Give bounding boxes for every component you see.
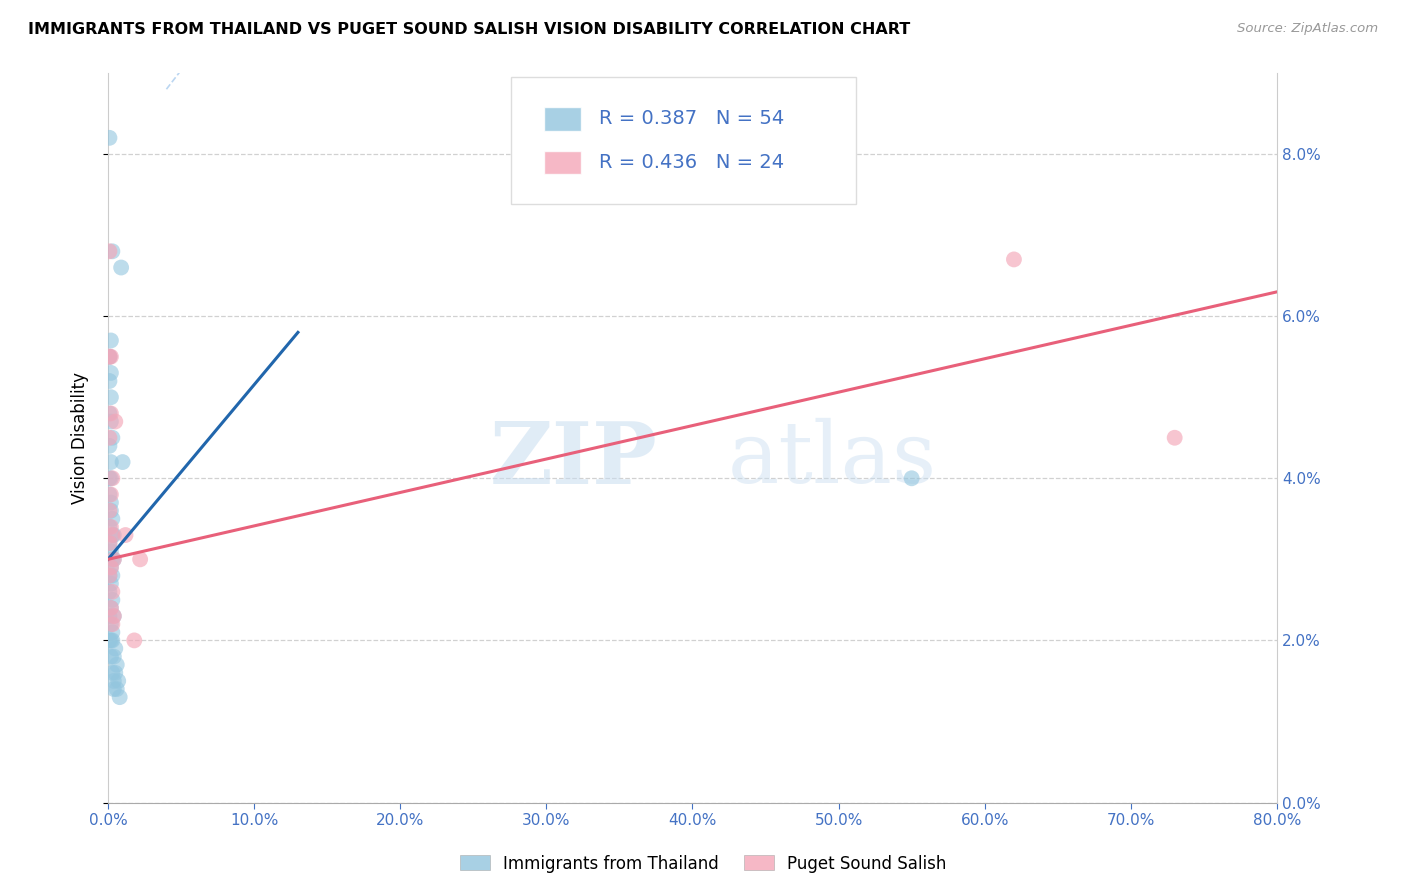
Point	[98, 536, 121, 550]
Point	[104, 665, 127, 680]
Point	[111, 455, 134, 469]
Point	[1163, 431, 1185, 445]
Point	[101, 471, 124, 485]
Point	[900, 471, 922, 485]
Point	[101, 625, 124, 640]
Point	[100, 617, 122, 632]
Point	[100, 495, 122, 509]
Point	[98, 431, 121, 445]
Point	[100, 560, 122, 574]
Point	[98, 568, 121, 582]
Point	[98, 374, 121, 388]
Point	[98, 568, 121, 582]
Point	[101, 244, 124, 259]
Point	[1002, 252, 1025, 267]
Legend: Immigrants from Thailand, Puget Sound Salish: Immigrants from Thailand, Puget Sound Sa…	[453, 848, 953, 880]
Point	[101, 568, 124, 582]
Point	[100, 406, 122, 420]
Point	[98, 350, 121, 364]
Point	[104, 641, 127, 656]
Text: atlas: atlas	[727, 418, 936, 501]
Point	[98, 487, 121, 501]
Point	[101, 528, 124, 542]
Point	[100, 504, 122, 518]
Point	[101, 665, 124, 680]
Point	[103, 681, 125, 696]
Point	[103, 609, 125, 624]
Point	[105, 681, 128, 696]
Point	[103, 528, 125, 542]
Point	[98, 471, 121, 485]
Point	[98, 504, 121, 518]
Point	[98, 536, 121, 550]
Point	[124, 633, 146, 648]
Point	[108, 690, 131, 705]
Point	[98, 633, 121, 648]
Point	[110, 260, 132, 275]
Point	[103, 552, 125, 566]
Point	[98, 609, 121, 624]
Point	[105, 657, 128, 672]
Text: R = 0.436   N = 24: R = 0.436 N = 24	[599, 153, 785, 172]
Point	[101, 512, 124, 526]
Point	[101, 617, 124, 632]
Point	[98, 350, 121, 364]
Point	[104, 415, 127, 429]
Point	[101, 552, 124, 566]
Point	[100, 471, 122, 485]
Text: Source: ZipAtlas.com: Source: ZipAtlas.com	[1237, 22, 1378, 36]
Text: R = 0.387   N = 54: R = 0.387 N = 54	[599, 110, 785, 128]
Point	[98, 520, 121, 534]
Point	[103, 649, 125, 664]
Point	[100, 487, 122, 501]
Point	[100, 334, 122, 348]
Point	[100, 455, 122, 469]
Point	[98, 244, 121, 259]
Point	[100, 633, 122, 648]
Point	[103, 552, 125, 566]
Point	[129, 552, 152, 566]
Point	[100, 576, 122, 591]
Point	[100, 601, 122, 615]
Point	[98, 584, 121, 599]
Point	[100, 350, 122, 364]
Point	[98, 406, 121, 420]
Point	[103, 609, 125, 624]
Point	[100, 560, 122, 574]
Point	[101, 431, 124, 445]
Point	[101, 633, 124, 648]
Point	[98, 439, 121, 453]
Point	[101, 593, 124, 607]
Point	[101, 584, 124, 599]
FancyBboxPatch shape	[512, 77, 856, 204]
Y-axis label: Vision Disability: Vision Disability	[72, 372, 89, 504]
Point	[100, 520, 122, 534]
FancyBboxPatch shape	[544, 151, 582, 175]
Point	[100, 544, 122, 558]
Point	[100, 415, 122, 429]
Text: IMMIGRANTS FROM THAILAND VS PUGET SOUND SALISH VISION DISABILITY CORRELATION CHA: IMMIGRANTS FROM THAILAND VS PUGET SOUND …	[28, 22, 910, 37]
Point	[100, 366, 122, 380]
Point	[98, 131, 121, 145]
Point	[100, 390, 122, 404]
Point	[114, 528, 136, 542]
FancyBboxPatch shape	[544, 107, 582, 130]
Point	[107, 673, 129, 688]
Text: ZIP: ZIP	[489, 417, 658, 501]
Point	[100, 649, 122, 664]
Point	[100, 601, 122, 615]
Point	[101, 528, 124, 542]
Point	[103, 673, 125, 688]
Point	[98, 350, 121, 364]
